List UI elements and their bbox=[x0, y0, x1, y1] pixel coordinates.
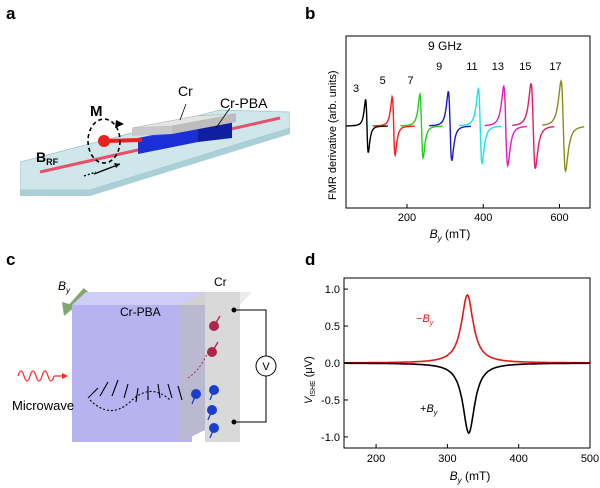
panel-d-xlabel: By (mT) bbox=[450, 469, 491, 485]
ishe-series-neg-by bbox=[344, 293, 590, 364]
y-tick-label: -1.0 bbox=[321, 432, 340, 444]
crpba-label: Cr-PBA bbox=[220, 95, 268, 111]
panel-d-ishe-chart: 200 300 400 500 1.0 0.5 0.0 -0.5 -1.0 −By +By V… bbox=[303, 277, 599, 485]
panel-d-plot-area bbox=[344, 293, 590, 435]
crpba-box-top bbox=[72, 292, 205, 305]
cr-layer-front bbox=[205, 292, 240, 442]
fmr-series-label-7: 7 bbox=[407, 75, 413, 87]
fmr-series-9 bbox=[429, 90, 471, 162]
x-tick-label: 400 bbox=[510, 453, 528, 465]
cr-label: Cr bbox=[178, 83, 193, 99]
fmr-series-label-15: 15 bbox=[519, 61, 531, 73]
panel-c-ishe-schematic: By Cr-PBA Cr V Microwave bbox=[12, 275, 277, 442]
microwave-arrowhead bbox=[62, 373, 68, 379]
crpba-leader bbox=[215, 107, 231, 129]
fmr-series-13 bbox=[484, 84, 527, 168]
panel-b-x-ticks: 200 400 600 bbox=[398, 204, 569, 224]
panel-b-xlabel: By (mT) bbox=[430, 227, 471, 243]
cr-plate-front bbox=[132, 126, 172, 136]
fmr-series-label-17: 17 bbox=[549, 61, 561, 73]
fmr-series-3 bbox=[346, 99, 388, 153]
by-field-label: By bbox=[58, 279, 71, 295]
x-tick-label: 200 bbox=[398, 212, 416, 224]
fmr-series-17 bbox=[542, 79, 585, 173]
crpba-block-front bbox=[138, 126, 198, 154]
spin-down-electron-4 bbox=[209, 423, 219, 439]
y-tick-label: 0.0 bbox=[325, 358, 340, 370]
panel-b-plot-area bbox=[346, 79, 585, 173]
fmr-series-label-11: 11 bbox=[466, 61, 477, 73]
panel-letter-c: c bbox=[6, 250, 16, 269]
x-tick-label: 500 bbox=[581, 453, 599, 465]
panel-b-axes-frame bbox=[345, 35, 591, 209]
spin-down-electron-3 bbox=[207, 405, 217, 421]
m-label: M bbox=[90, 103, 103, 120]
fmr-series-5 bbox=[372, 94, 415, 158]
y-tick-label: -0.5 bbox=[321, 395, 340, 407]
circuit-wire bbox=[234, 309, 267, 356]
fmr-series-11 bbox=[459, 86, 502, 166]
x-tick-label: 200 bbox=[367, 453, 385, 465]
spin-up-electron-2 bbox=[207, 341, 219, 357]
panel-d-ylabel: VISHE (μV) bbox=[303, 356, 317, 404]
cr-layer-left bbox=[180, 292, 205, 442]
panel-letter-d: d bbox=[305, 250, 316, 269]
voltmeter-icon bbox=[255, 355, 277, 377]
x-tick-label: 300 bbox=[438, 453, 456, 465]
magnetization-origin bbox=[98, 135, 110, 147]
x-tick-label: 400 bbox=[474, 212, 492, 224]
microwave-wave bbox=[17, 370, 55, 382]
y-tick-label: 0.5 bbox=[325, 321, 340, 333]
panel-d-y-ticks: 1.0 0.5 0.0 -0.5 -1.0 bbox=[321, 284, 348, 444]
panel-b-fmr-chart: 200 400 600 3 5 7 9 11 13 15 17 9 GHz FMR derivat… bbox=[327, 35, 591, 243]
spin-up-electron-1 bbox=[209, 315, 221, 331]
panel-letter-b: b bbox=[305, 4, 316, 23]
panel-d-x-ticks: 200 300 400 500 bbox=[367, 444, 599, 465]
microwave-label: Microwave bbox=[12, 398, 74, 413]
brf-label: BRF bbox=[36, 149, 59, 167]
spin-down-electron-1 bbox=[191, 389, 201, 405]
fmr-series-label-9: 9 bbox=[436, 61, 442, 73]
brf-arrowhead bbox=[114, 163, 120, 168]
magnetization-arrow bbox=[103, 138, 143, 143]
cr-label-c: Cr bbox=[214, 275, 227, 289]
panel-b-freq-header: 9 GHz bbox=[428, 39, 462, 53]
circuit-wire-bottom bbox=[234, 376, 267, 423]
legend-pos-by: +By bbox=[420, 403, 438, 417]
cr-leader bbox=[179, 103, 187, 121]
ishe-series-pos-by bbox=[344, 362, 590, 435]
voltmeter-label: V bbox=[262, 361, 270, 373]
fmr-series-label-13: 13 bbox=[492, 61, 504, 73]
precession-cone bbox=[87, 118, 121, 164]
legend-neg-by: −By bbox=[416, 313, 434, 327]
fmr-series-label-5: 5 bbox=[380, 75, 386, 87]
fmr-series-label-3: 3 bbox=[353, 83, 359, 95]
precession-arrowhead bbox=[115, 120, 124, 128]
crpba-label-c: Cr-PBA bbox=[120, 305, 161, 319]
panel-b-ylabel: FMR derivative (arb. units) bbox=[327, 70, 339, 200]
spin-down-electron-2 bbox=[209, 385, 219, 401]
crpba-box-front bbox=[72, 305, 192, 442]
spin-wave-arrows bbox=[87, 379, 183, 412]
fmr-series-7 bbox=[400, 91, 443, 160]
cr-plate-side bbox=[172, 114, 236, 134]
x-tick-label: 600 bbox=[550, 212, 568, 224]
fmr-series-15 bbox=[512, 82, 555, 170]
panel-a-device-schematic: Cr Cr-PBA M BRF bbox=[20, 83, 290, 196]
y-tick-label: 1.0 bbox=[325, 284, 340, 296]
panel-b-series-labels: 3 5 7 9 11 13 15 17 bbox=[353, 61, 562, 95]
panel-letter-a: a bbox=[6, 4, 16, 23]
